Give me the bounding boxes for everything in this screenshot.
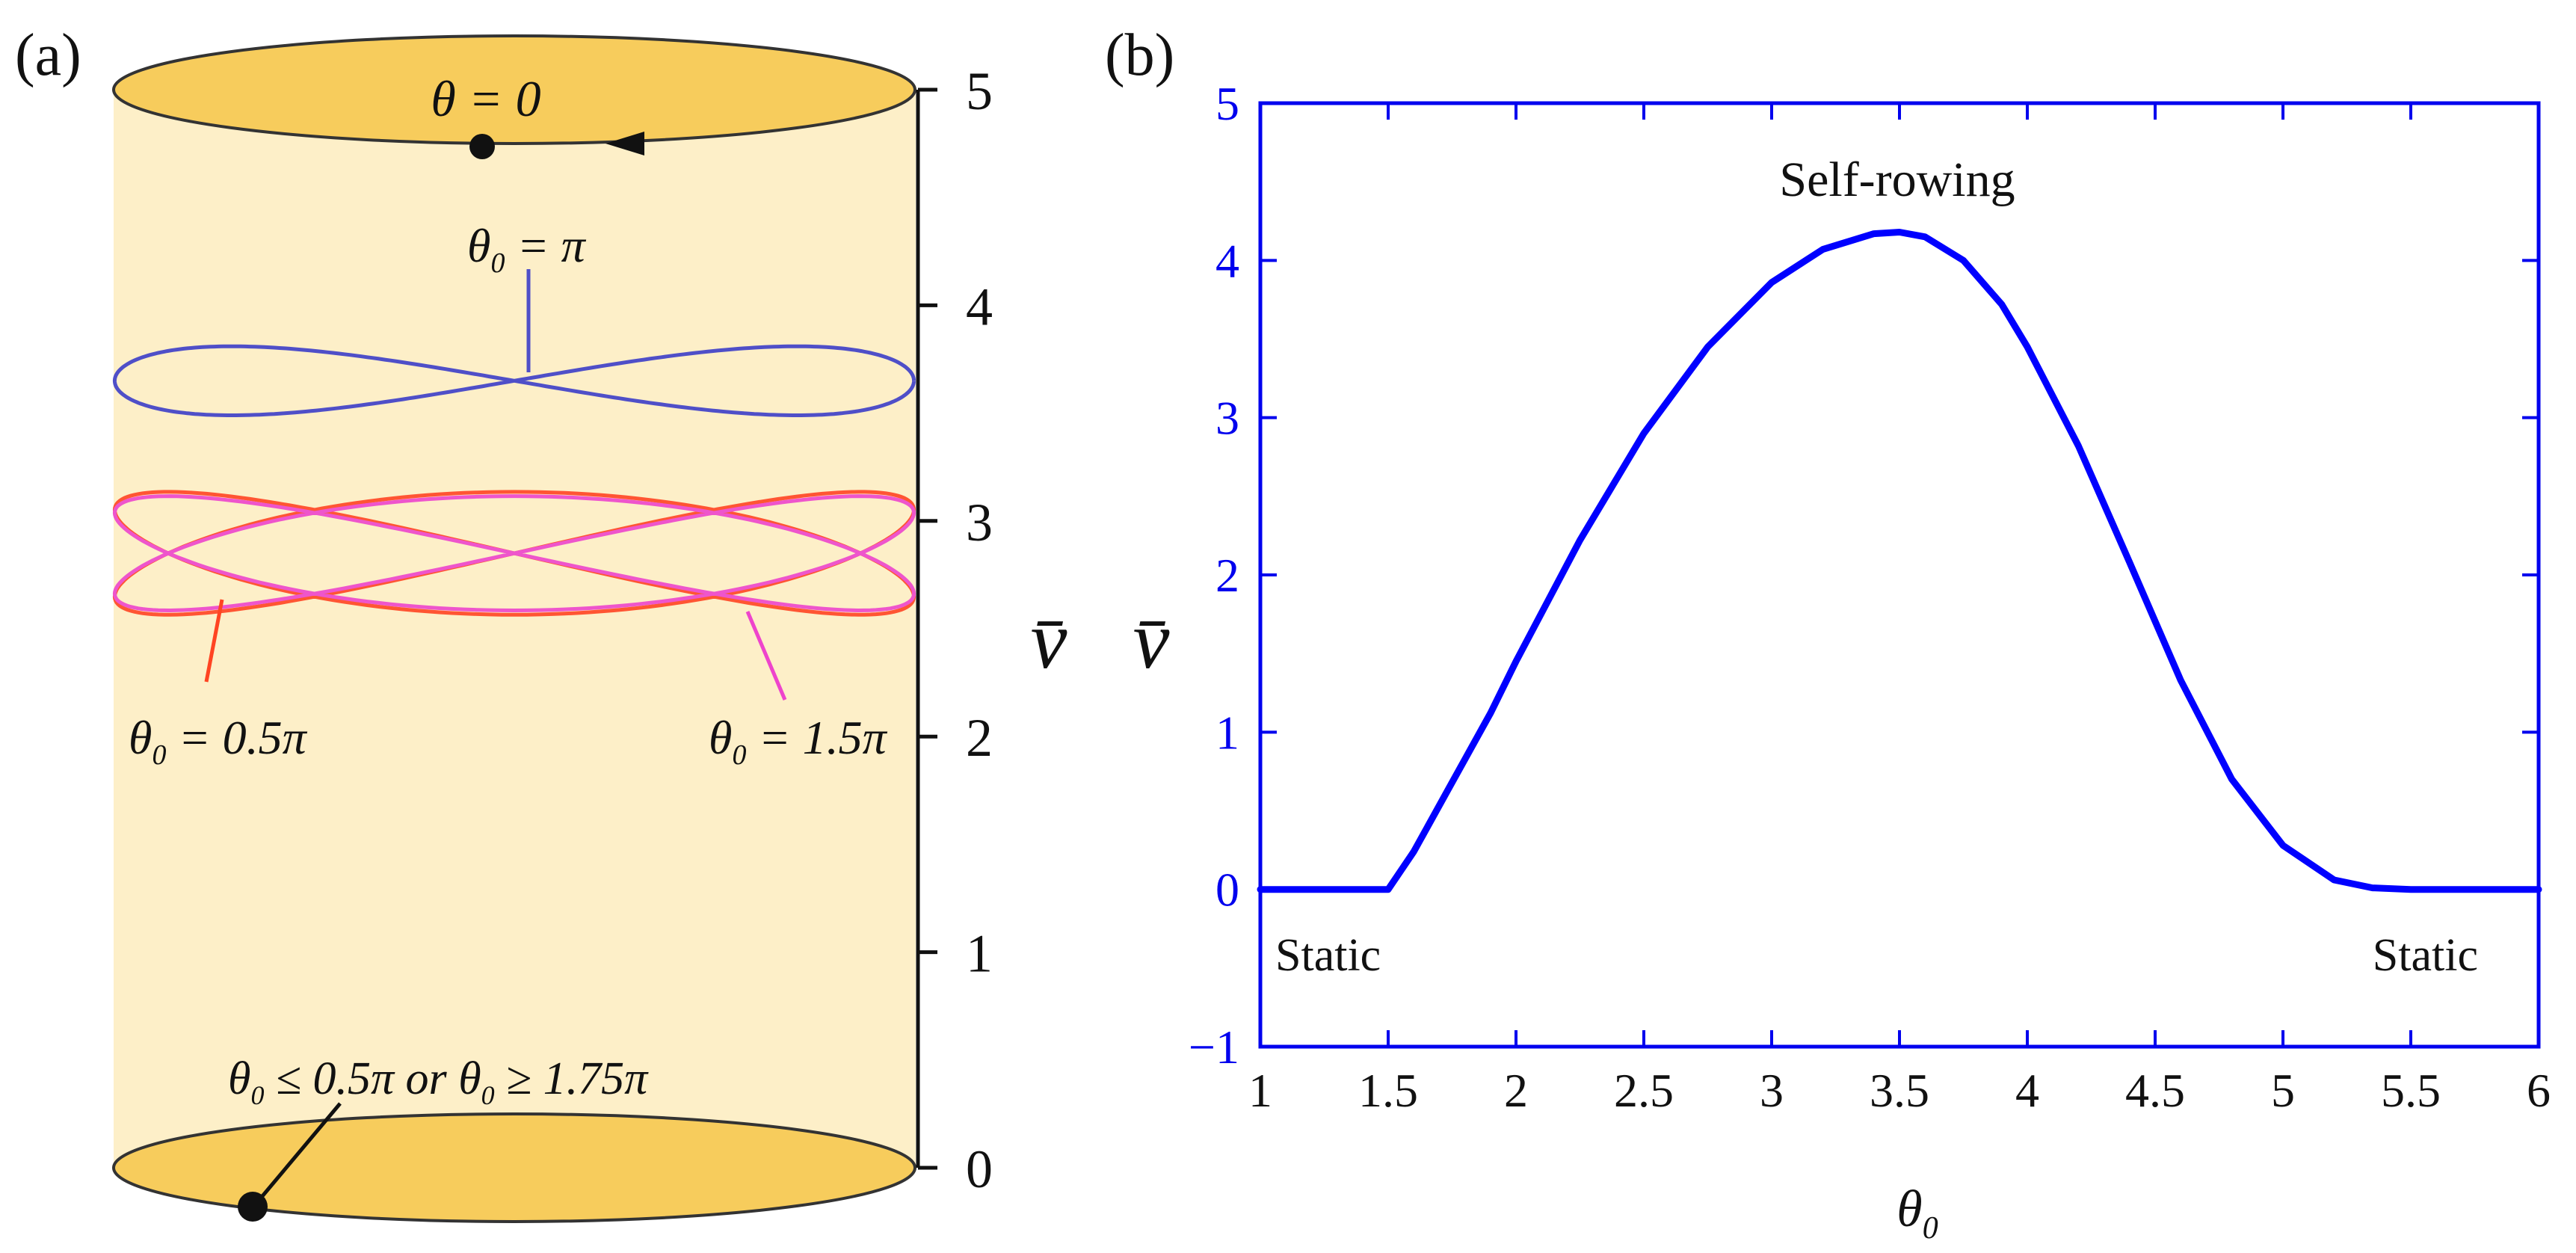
axes: 1 1.5 2 2.5 3 3.5 4 4.5 5 5.5 6 −1 0 1 2 3 4 5 (1189, 77, 2551, 1117)
y-tick-label: 2 (1215, 549, 1239, 602)
x-tick-label: 2 (1504, 1064, 1528, 1117)
x-tick-label: 5 (2271, 1064, 2295, 1117)
x-tick-label: 1 (1248, 1064, 1272, 1117)
y-tick-label: 1 (1215, 706, 1239, 759)
x-tick-label: 4 (2015, 1064, 2039, 1117)
static-label-right: Static (2373, 930, 2478, 981)
velocity-tick-label: 2 (966, 708, 993, 768)
x-tick-label: 6 (2527, 1064, 2551, 1117)
panel-b-label: (b) (1105, 22, 1174, 88)
panel-b: (b) v̄ 1 1.5 2 2.5 3 3.5 4 4.5 5 5.5 6 −1 0 1 2 3 4 5 Sel… (1105, 22, 2551, 1246)
trajectories (112, 344, 916, 617)
y-tick-label: 5 (1215, 77, 1239, 130)
velocity-tick-label: 3 (966, 493, 993, 552)
leader-line-bottom (253, 1102, 342, 1207)
bottom-point-marker (238, 1192, 268, 1222)
panel-a-label: (a) (15, 22, 81, 88)
cylinder-top-cap (112, 34, 916, 145)
leader-line-1.5pi (745, 611, 787, 701)
x-tick-label: 3.5 (1870, 1064, 1929, 1117)
y-tick-label: 3 (1215, 392, 1239, 445)
velocity-axis-ticks: 0 1 2 3 4 5 (918, 61, 993, 1199)
top-theta-label: θ = 0 (431, 70, 540, 127)
annotation-theta0-pi: θ0 = π (467, 219, 587, 279)
panel-a: (a) θ = 0 θ0 = π θ0 = 0.5π θ0 = 1.5π θ0 … (15, 22, 1067, 1223)
velocity-tick-label: 4 (966, 277, 993, 336)
cylinder-bottom-cap (112, 1112, 916, 1223)
y-axis-label: v̄ (1133, 594, 1170, 686)
static-label-left: Static (1275, 930, 1381, 981)
annotation-theta0-1.5pi: θ0 = 1.5π (709, 711, 888, 771)
y-tick-label: −1 (1189, 1020, 1239, 1074)
x-tick-label: 3 (1760, 1064, 1784, 1117)
series (1257, 229, 2542, 893)
x-tick-label: 2.5 (1614, 1064, 1674, 1117)
velocity-tick-label: 0 (966, 1139, 993, 1199)
x-tick-label: 4.5 (2125, 1064, 2185, 1117)
annotation-theta0-0.5pi: θ0 = 0.5π (129, 711, 308, 771)
start-point-marker (469, 134, 495, 159)
y-tick-label: 0 (1215, 863, 1239, 917)
trajectory-1.5π (112, 494, 916, 613)
trajectory-π (112, 344, 916, 417)
velocity-tick-label: 1 (966, 924, 993, 984)
leader-line-0.5pi (204, 599, 224, 683)
rotation-arrow-icon (606, 132, 644, 156)
annotation-bottom-condition: θ0 ≤ 0.5π or θ0 ≥ 1.75π (228, 1053, 649, 1110)
x-tick-label: 1.5 (1358, 1064, 1418, 1117)
curve-label-self-rowing: Self-rowing (1779, 153, 2015, 207)
velocity-tick-label: 5 (966, 61, 993, 121)
y-tick-label: 4 (1215, 234, 1239, 287)
plot-frame (1258, 101, 2541, 1049)
cylinder-body (114, 88, 916, 1168)
x-axis-label: θ0 (1896, 1180, 1938, 1246)
x-tick-label: 5.5 (2381, 1064, 2441, 1117)
series-line (1257, 229, 2542, 893)
velocity-axis-label: v̄ (1031, 594, 1067, 686)
